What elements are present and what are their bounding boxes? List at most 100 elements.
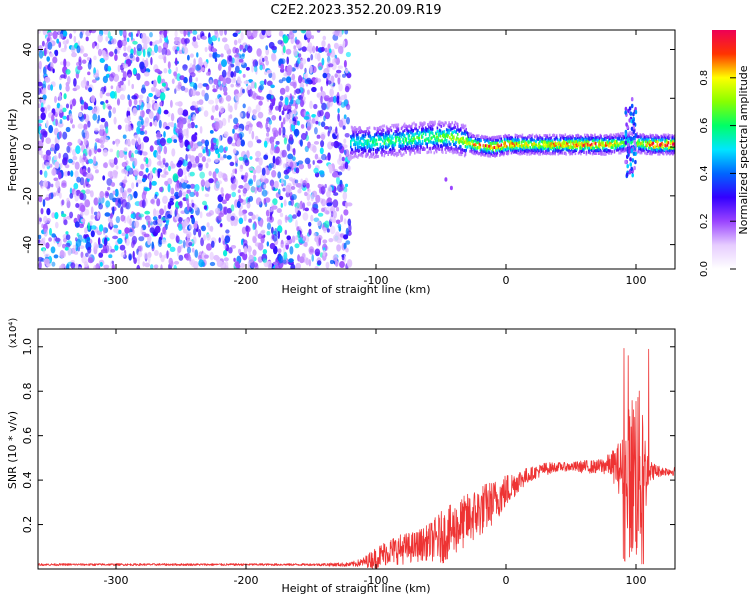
heatmap-noise-cell (213, 254, 220, 261)
heatmap-noise-cell (180, 244, 183, 249)
heatmap-noise-cell (175, 84, 181, 91)
heatmap-signal-cell (392, 136, 394, 140)
heatmap-signal-cell (453, 135, 455, 139)
heatmap-noise-cell (46, 218, 51, 223)
heatmap-signal-cell (579, 139, 581, 142)
heatmap-signal-cell (608, 151, 610, 155)
heatmap-signal-cell (526, 152, 528, 156)
heatmap-noise-cell (226, 56, 233, 65)
heatmap-noise-cell (199, 125, 203, 134)
heatmap-signal-cell (619, 132, 622, 136)
heatmap-noise-cell (237, 92, 242, 98)
heatmap-noise-cell (250, 81, 256, 89)
heatmap-signal-cell (459, 146, 461, 150)
heatmap-noise-cell (346, 202, 353, 207)
heatmap-noise-cell (77, 65, 83, 71)
heatmap-noise-cell (42, 86, 47, 96)
heatmap-noise-cell (52, 30, 58, 40)
heatmap-noise-cell (112, 140, 115, 145)
heatmap-signal-cell (421, 129, 423, 133)
heatmap-signal-cell (366, 145, 368, 149)
heatmap-signal-cell (593, 149, 595, 153)
heatmap-noise-cell (271, 182, 274, 191)
heatmap-noise-cell (345, 240, 351, 245)
heatmap-signal-cell (495, 149, 498, 153)
heatmap-noise-cell (329, 166, 333, 174)
heatmap-noise-cell (76, 61, 82, 67)
heatmap-signal-cell (395, 136, 397, 140)
heatmap-noise-cell (344, 30, 349, 35)
heatmap-noise-cell (197, 254, 203, 261)
heatmap-noise-cell (52, 56, 58, 64)
heatmap-signal-cell (480, 148, 482, 152)
heatmap-noise-cell (306, 89, 310, 95)
heatmap-noise-cell (110, 85, 114, 90)
heatmap-noise-cell (283, 199, 287, 207)
heatmap-noise-cell (157, 170, 160, 179)
heatmap-noise-cell (136, 104, 140, 111)
heatmap-signal-cell (603, 144, 606, 148)
heatmap-signal-cell (456, 136, 458, 140)
heatmap-noise-cell (111, 260, 115, 265)
heatmap-noise-cell (322, 249, 326, 257)
heatmap-signal-cell (573, 144, 575, 148)
heatmap-noise-cell (143, 42, 148, 50)
heatmap-signal-cell (621, 144, 623, 148)
heatmap-signal-cell (521, 152, 524, 156)
heatmap-noise-cell (41, 40, 45, 47)
heatmap-signal-cell (357, 127, 360, 131)
heatmap-noise-cell (175, 235, 180, 244)
heatmap-signal-cell (494, 141, 496, 145)
heatmap-noise-cell (80, 251, 84, 258)
heatmap-signal-cell (357, 136, 360, 140)
heatmap-noise-cell (311, 114, 317, 118)
heatmap-noise-cell (253, 174, 256, 183)
heatmap-signal-cell (383, 141, 386, 145)
heatmap-noise-cell (195, 91, 201, 96)
heatmap-signal-cell (459, 139, 461, 143)
heatmap-noise-cell (193, 143, 199, 149)
heatmap-noise-cell (231, 77, 237, 84)
heatmap-noise-cell (168, 201, 175, 206)
heatmap-signal-cell (591, 144, 594, 148)
heatmap-noise-cell (270, 84, 275, 89)
heatmap-noise-cell (344, 161, 349, 170)
heatmap-noise-cell (297, 160, 304, 165)
heatmap-noise-cell (74, 161, 80, 170)
heatmap-noise-cell (149, 32, 153, 38)
heatmap-signal-cell (511, 146, 514, 150)
heatmap-noise-cell (222, 86, 228, 93)
heatmap-noise-cell (239, 112, 244, 118)
heatmap-signal-cell (652, 134, 655, 138)
heatmap-noise-cell (254, 30, 259, 34)
heatmap-noise-cell (117, 237, 123, 245)
heatmap-noise-cell (320, 140, 325, 148)
heatmap-signal-cell (594, 140, 596, 144)
heatmap-noise-cell (191, 199, 194, 204)
heatmap-signal-cell (541, 145, 543, 149)
heatmap-signal-cell (499, 134, 502, 138)
heatmap-signal-cell (533, 138, 535, 142)
heatmap-noise-cell (132, 67, 137, 75)
heatmap-noise-cell (190, 140, 194, 149)
heatmap-noise-cell (266, 222, 272, 230)
heatmap-signal-cell (360, 130, 363, 133)
heatmap-noise-cell (169, 209, 173, 216)
heatmap-signal-cell (548, 142, 550, 146)
heatmap-noise-cell (221, 69, 227, 78)
heatmap-signal-cell (566, 137, 568, 141)
figure-title: C2E2.2023.352.20.09.R19 (270, 3, 441, 18)
heatmap-noise-cell (264, 55, 268, 62)
heatmap-signal-cell (488, 151, 491, 155)
heatmap-signal-cell (492, 146, 494, 150)
heatmap-signal-cell (521, 136, 524, 140)
heatmap-signal-cell (409, 138, 411, 142)
heatmap-signal-cell (480, 153, 482, 157)
heatmap-noise-cell (99, 128, 105, 137)
heatmap-noise-cell (314, 153, 319, 160)
heatmap-signal-cell (448, 129, 450, 132)
heatmap-signal-cell (510, 148, 513, 152)
heatmap-noise-cell (189, 81, 195, 87)
heatmap-noise-cell (114, 54, 118, 61)
heatmap-noise-cell (243, 80, 250, 85)
